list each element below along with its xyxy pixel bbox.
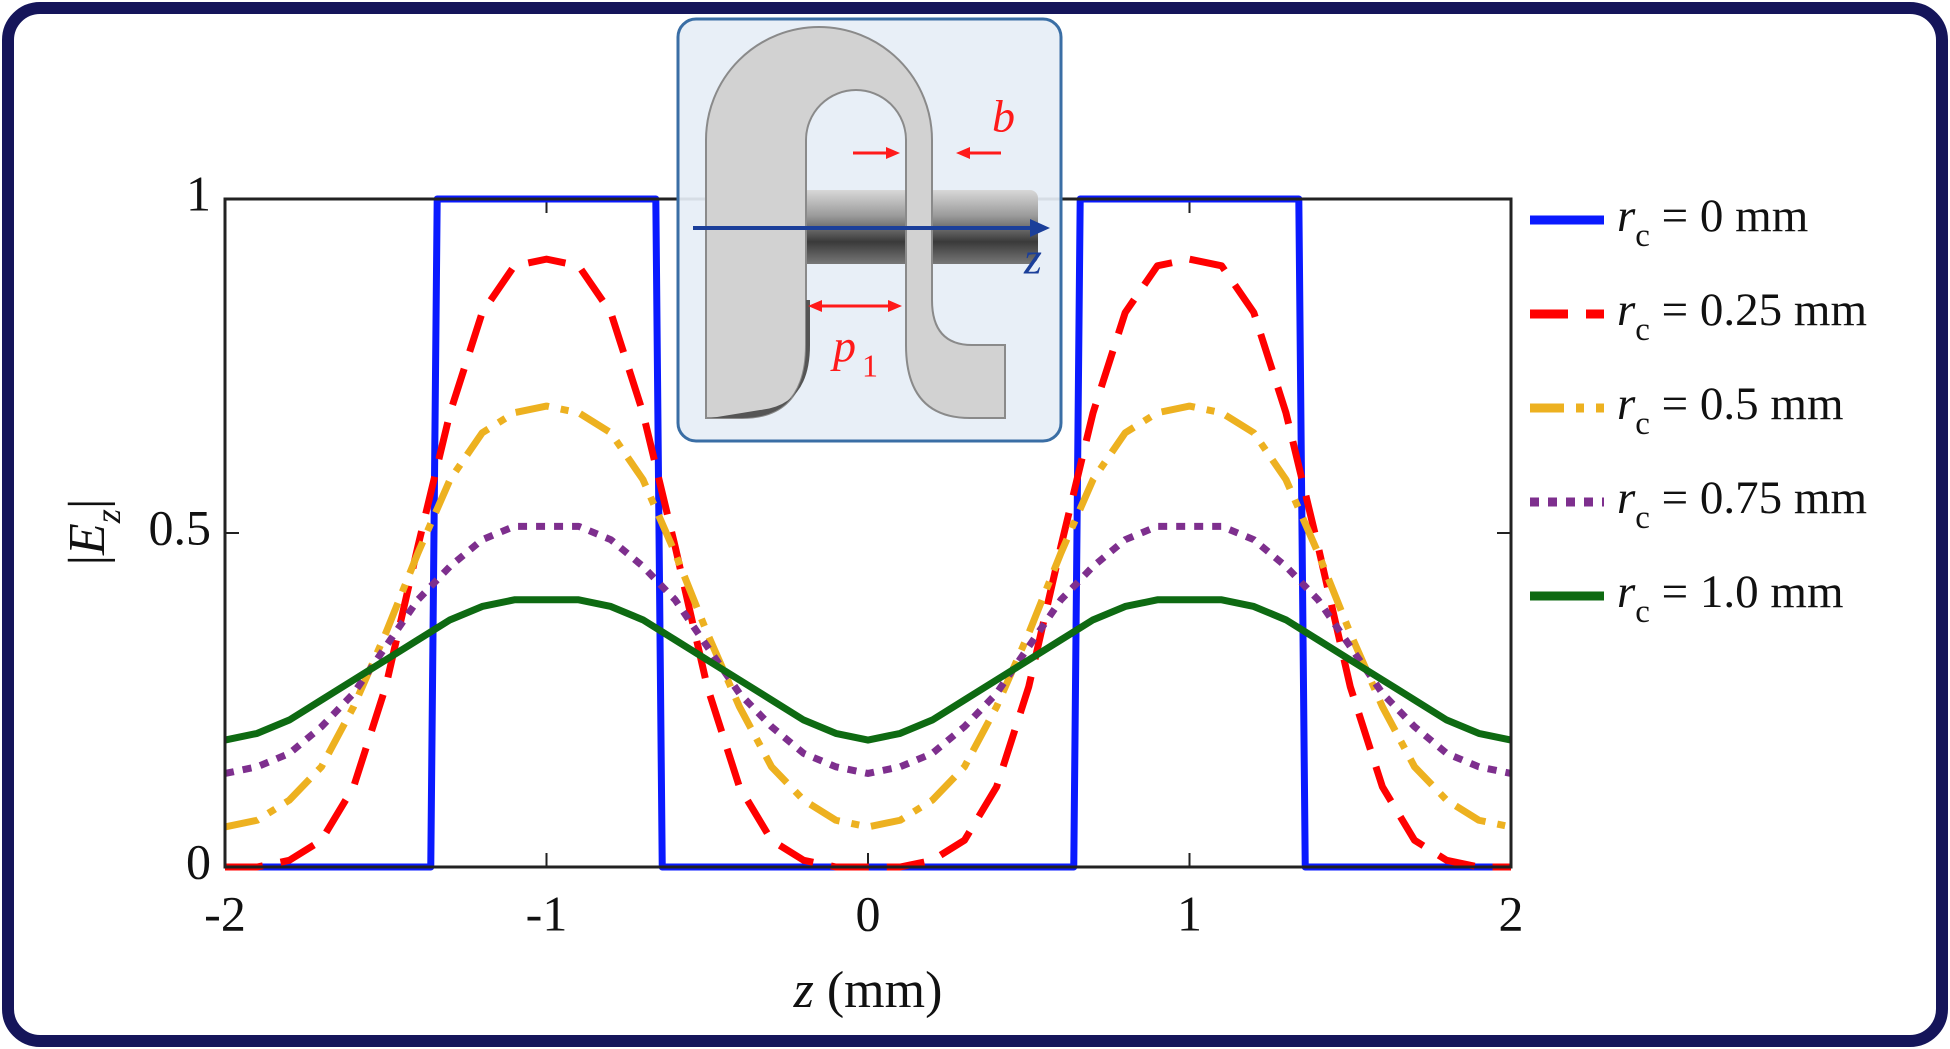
legend-label: rc = 0.5 mm xyxy=(1617,378,1844,442)
annotation: 1 xyxy=(862,347,878,383)
x-tick-label: -1 xyxy=(526,885,568,941)
arrow-head xyxy=(1030,219,1050,237)
legend-label: rc = 0.25 mm xyxy=(1617,284,1867,348)
series-line xyxy=(224,522,1512,777)
x-axis-title: z (mm) xyxy=(793,962,943,1019)
x-tick-label: 1 xyxy=(1177,885,1202,941)
arrow-head xyxy=(956,147,970,159)
y-tick-label: 1 xyxy=(186,165,211,221)
legend-label: rc = 0.75 mm xyxy=(1617,472,1867,536)
inset: b p 1 z xyxy=(676,17,1063,443)
annotation: z xyxy=(1023,233,1042,284)
arrow-head xyxy=(886,147,900,159)
x-tick-label: 0 xyxy=(856,885,881,941)
legend-label: rc = 1.0 mm xyxy=(1617,566,1844,630)
series-line xyxy=(224,596,1512,744)
arrow-head xyxy=(808,300,822,312)
y-tick-label: 0 xyxy=(186,833,211,889)
legend-label: rc = 0 mm xyxy=(1617,190,1808,254)
annotation: p xyxy=(830,321,856,372)
y-tick-label: 0.5 xyxy=(149,499,212,555)
arrow-head xyxy=(888,300,902,312)
x-tick-label: 2 xyxy=(1499,885,1524,941)
series-line xyxy=(224,402,1512,831)
y-axis-title: |Ez| xyxy=(59,499,128,566)
annotation: b xyxy=(992,91,1015,142)
helix-shape xyxy=(705,26,1006,419)
x-tick-label: -2 xyxy=(204,885,246,941)
